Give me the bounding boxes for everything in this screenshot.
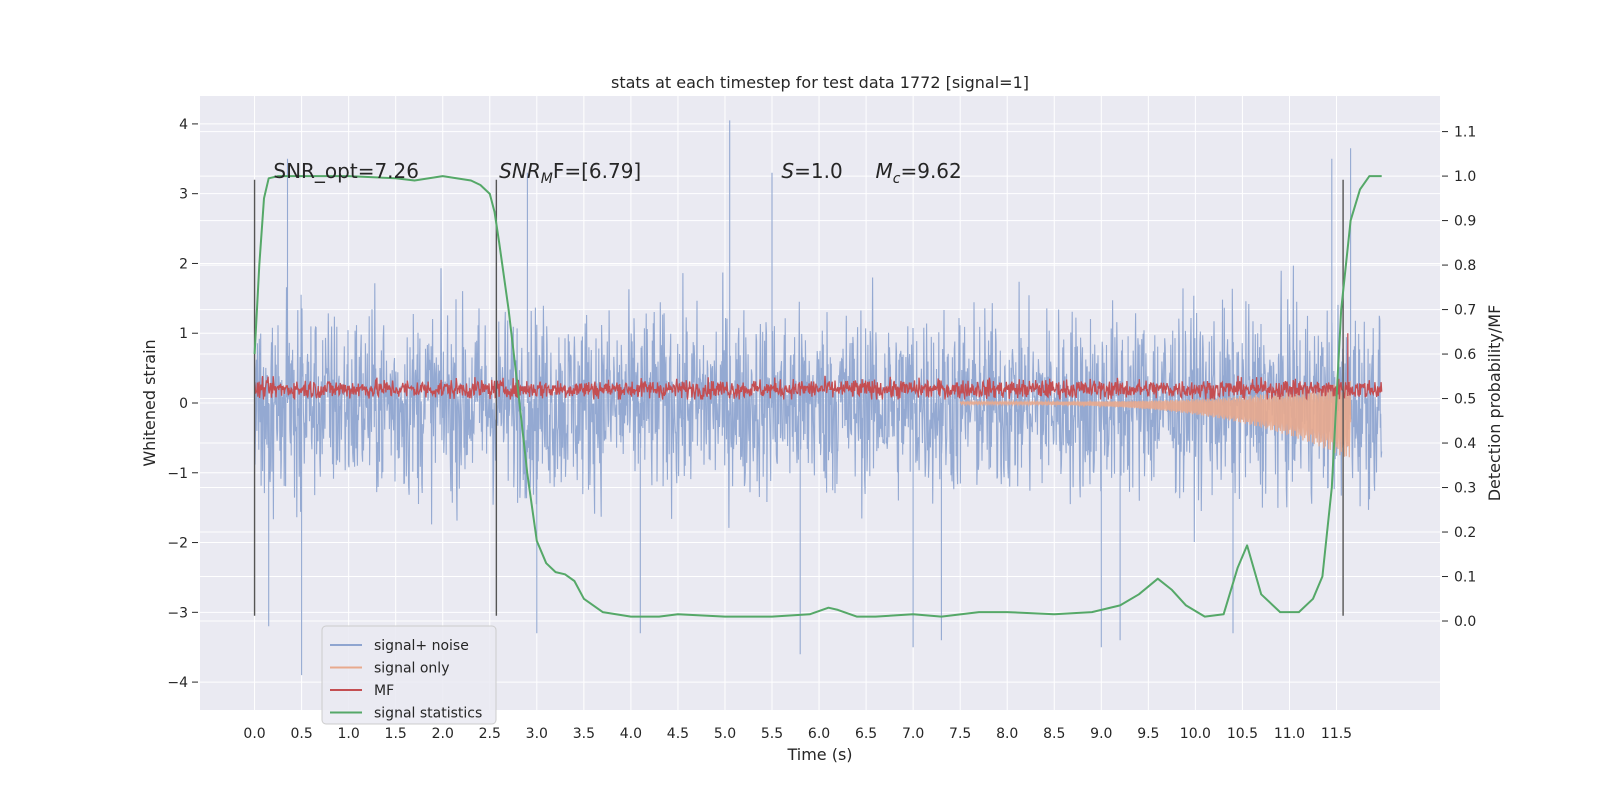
annotation-head: S [781,159,794,183]
y-tick-label: −1 [167,466,188,482]
y-tick-label: −3 [167,605,188,621]
x-tick-label: 7.5 [949,726,971,742]
legend-label: signal only [374,661,449,677]
y-right-tick-label: 0.5 [1454,392,1476,408]
y-right-tick-label: 1.0 [1454,169,1476,185]
series-signal-noise-line [254,120,1383,676]
x-tick-label: 3.5 [573,726,595,742]
x-tick-label: 6.0 [808,726,830,742]
annotation-head: M [876,159,893,183]
y-right-tick-label: 0.8 [1454,258,1476,274]
x-axis-ticks: 0.0 0.5 1.0 1.5 2.0 2.5 3.0 3.5 4.0 4.5 5.0 5.5 6.0 6… [243,726,1352,742]
x-tick-label: 1.0 [338,726,360,742]
x-tick-label: 8.0 [996,726,1018,742]
legend-box [321,625,497,725]
y-tick-label: 3 [179,187,188,203]
legend-label: signal+ noise [374,638,469,654]
x-tick-label: 9.0 [1090,726,1112,742]
y-tick-label: −4 [167,675,188,691]
y-right-tick-label: 0.2 [1454,525,1476,541]
x-tick-label: 8.5 [1043,726,1065,742]
legend-label: MF [374,683,394,699]
annotation-tail: F=[6.79] [553,159,641,183]
chart-title: stats at each timestep for test data 177… [611,73,1029,92]
x-tick-label: 5.0 [714,726,736,742]
x-tick-label: 10.5 [1227,726,1258,742]
series-mf-line [253,333,1383,401]
annotation-head: SNR_opt=7.26 [273,159,419,183]
x-tick-label: 11.5 [1321,726,1352,742]
x-tick-label: 11.0 [1274,726,1305,742]
x-axis-label: Time (s) [786,745,852,764]
x-tick-label: 2.0 [432,726,454,742]
y-tick-label: 2 [179,256,188,272]
annotation-subscript: M [541,171,553,187]
annotation-text: SNRMF=[6.79] [499,159,641,187]
y-right-tick-label: 0.3 [1454,481,1476,497]
annotation-subscript: c [893,171,901,187]
y-right-tick-label: 0.1 [1454,570,1476,586]
y-tick-label: 1 [179,326,188,342]
annotation-tail: =1.0 [794,159,843,183]
annotation-text: Mc=9.62 [876,159,962,187]
x-tick-label: 5.5 [761,726,783,742]
y-right-axis-ticks: 0.0 0.1 0.2 0.3 0.4 0.5 0.6 0.7 0.8 0.9 1.0 1.1 [1442,125,1476,630]
annotation-text: SNR_opt=7.26 [273,159,419,183]
y-right-tick-label: 0.4 [1454,436,1476,452]
x-tick-label: 9.5 [1137,726,1159,742]
y-right-tick-label: 0.7 [1454,303,1476,319]
y-right-tick-label: 0.6 [1454,347,1476,363]
y-right-tick-label: 1.1 [1454,125,1476,141]
series-signal-only-line [959,380,1352,458]
annotation-text: S=1.0 [781,159,842,183]
x-tick-label: 0.5 [290,726,312,742]
annotations: SNR_opt=7.26 SNRMF=[6.79] S=1.0 Mc=9.62 [273,159,961,187]
y-right-tick-label: 0.0 [1454,614,1476,630]
x-tick-label: 7.0 [902,726,924,742]
y-right-axis-label: Detection probability/MF [1485,305,1504,502]
y-axis-ticks: −4 −3 −2 −1 0 1 2 3 4 [167,117,198,691]
plot-area [253,120,1383,676]
y-tick-label: −2 [167,536,188,552]
y-tick-label: 4 [179,117,188,133]
annotation-head: SNR [499,159,541,183]
y-right-tick-label: 0.9 [1454,214,1476,230]
x-tick-label: 4.5 [667,726,689,742]
y-axis-label: Whitened strain [140,339,159,466]
x-tick-label: 3.0 [526,726,548,742]
annotation-tail: =9.62 [900,159,961,183]
series-signal-statistics-line [253,175,1382,618]
x-tick-label: 0.0 [243,726,265,742]
x-tick-label: 6.5 [855,726,877,742]
y-tick-label: 0 [179,396,188,412]
x-tick-label: 1.5 [385,726,407,742]
x-tick-label: 10.0 [1180,726,1211,742]
legend: signal+ noise signal only MF signal statist… [321,625,497,725]
x-tick-label: 4.0 [620,726,642,742]
legend-label: signal statistics [374,706,482,722]
x-tick-label: 2.5 [479,726,501,742]
